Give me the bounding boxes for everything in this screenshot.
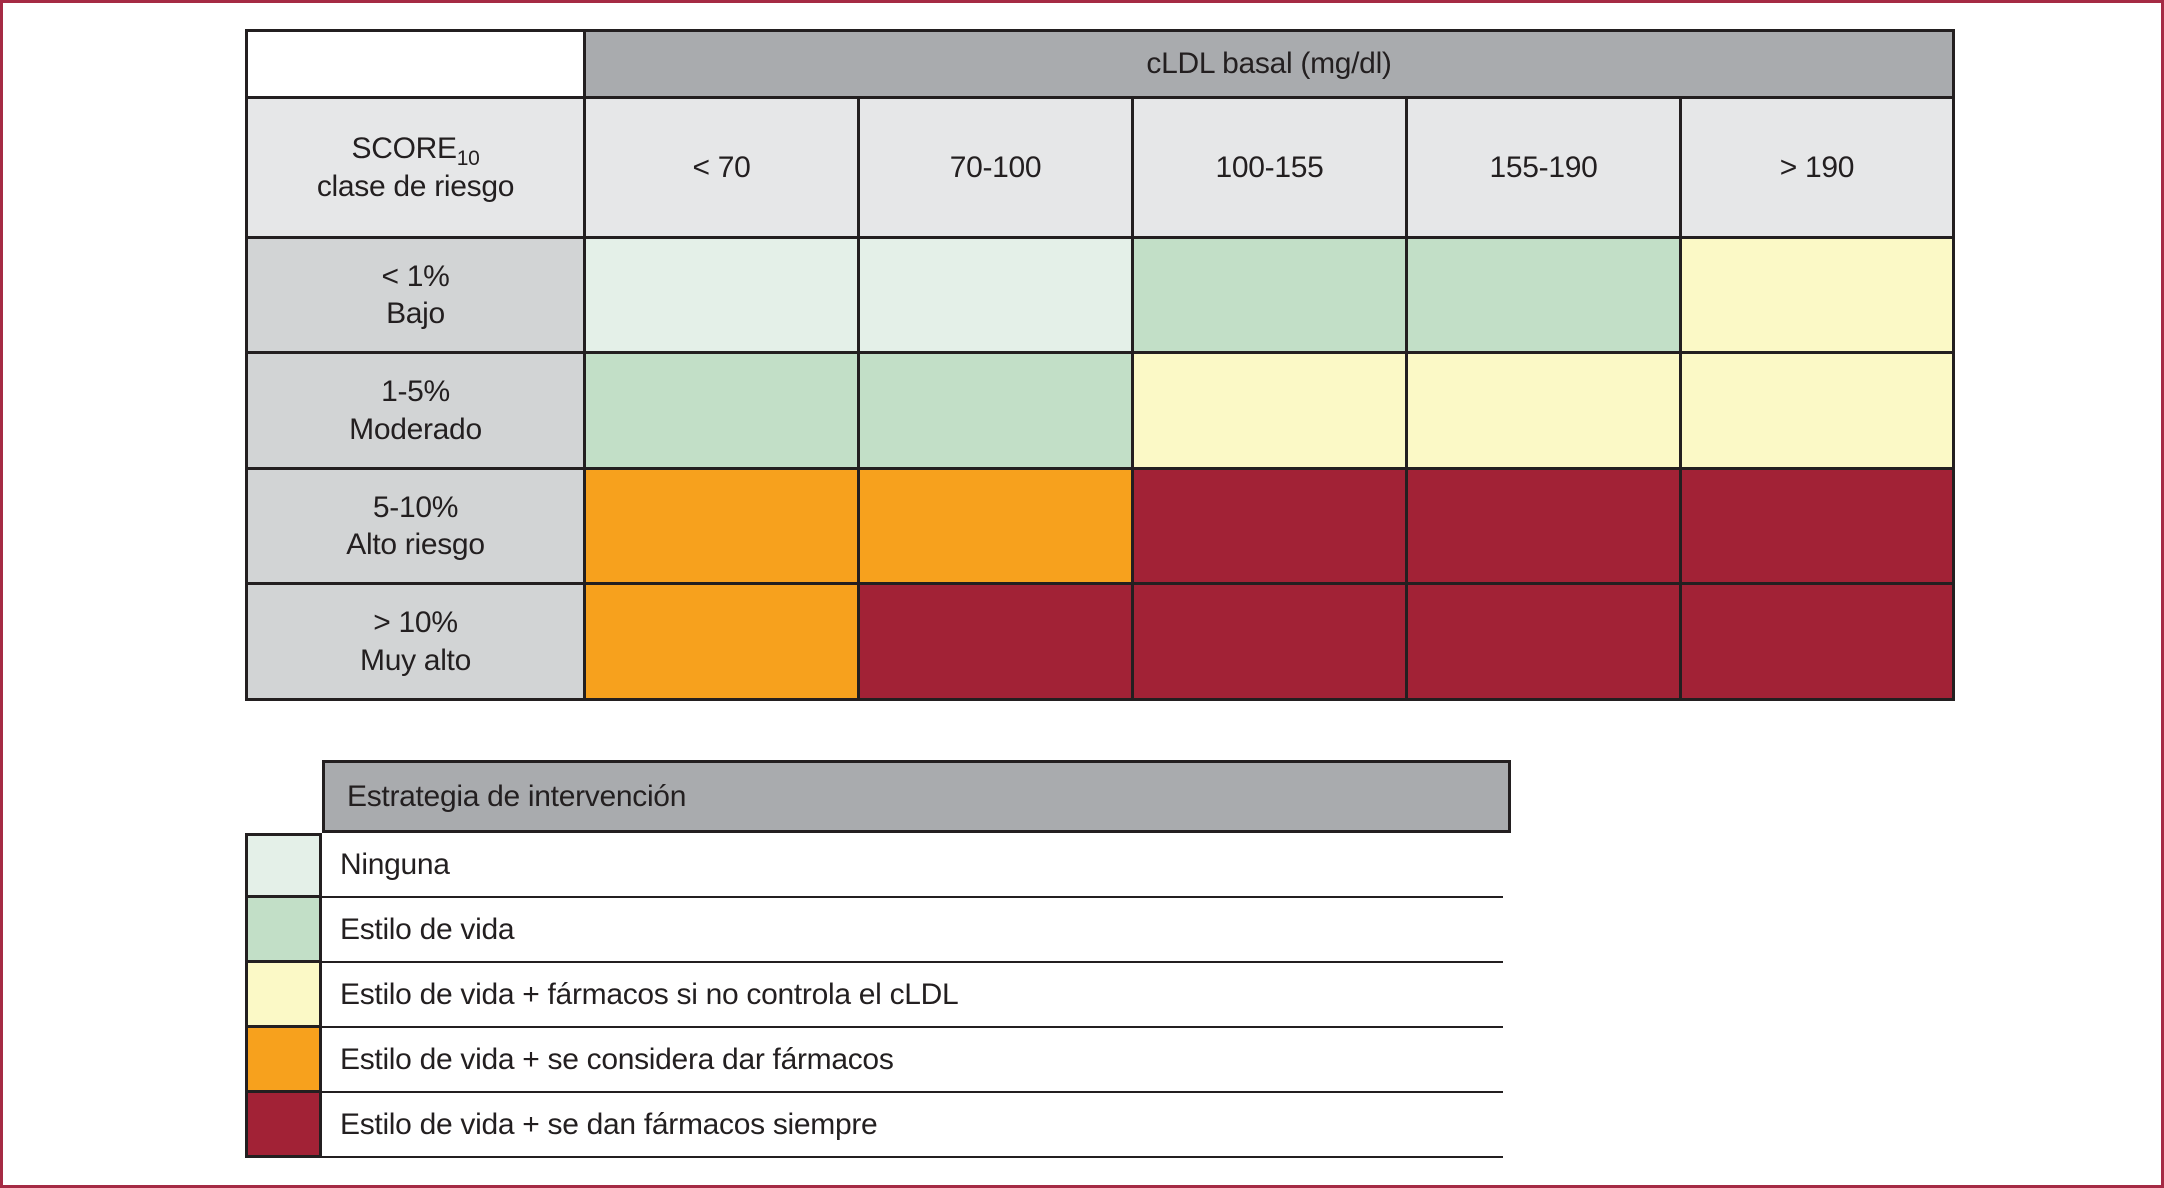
- legend-swatch-estilo-de-vida: [245, 898, 322, 963]
- legend-row: Ninguna: [245, 833, 1511, 898]
- score-label-line2: clase de riesgo: [316, 169, 515, 203]
- matrix-cell: [1131, 467, 1408, 585]
- matrix-cell: [583, 582, 860, 701]
- row-label-muy-alto: > 10% Muy alto: [245, 582, 586, 701]
- matrix-cell: [1679, 582, 1955, 701]
- col-header-70-100: 70-100: [857, 96, 1134, 239]
- risk-percent: 5-10%: [372, 490, 459, 524]
- matrix-cell: [1405, 236, 1682, 354]
- matrix-cell: [1405, 582, 1682, 701]
- matrix-empty-corner: [245, 29, 586, 99]
- matrix-cell: [583, 467, 860, 585]
- matrix-cell: [583, 351, 860, 470]
- row-label-moderado: 1-5% Moderado: [245, 351, 586, 470]
- matrix-cell: [1679, 351, 1955, 470]
- legend-row: Estilo de vida: [245, 898, 1511, 963]
- matrix-cell: [1131, 236, 1408, 354]
- legend-swatch-farmacos-siempre: [245, 1093, 322, 1158]
- legend-label: Ninguna: [322, 833, 1503, 898]
- cldl-basal-header: cLDL basal (mg/dl): [583, 29, 1955, 99]
- legend-swatch-considera-farmacos: [245, 1028, 322, 1093]
- matrix-cell: [1679, 467, 1955, 585]
- col-header-155-190: 155-190: [1405, 96, 1682, 239]
- score-row-header: SCORE10 clase de riesgo: [245, 96, 586, 239]
- risk-percent: > 10%: [373, 606, 458, 639]
- col-header-gt190: > 190: [1679, 96, 1955, 239]
- legend-row: Estilo de vida + se dan fármacos siempre: [245, 1093, 1511, 1158]
- risk-percent: < 1%: [381, 259, 450, 293]
- col-header-lt70: < 70: [583, 96, 860, 239]
- matrix-cell: [857, 236, 1134, 354]
- matrix-cell: [857, 582, 1134, 701]
- legend-label: Estilo de vida + se considera dar fármac…: [322, 1028, 1503, 1093]
- legend-row: Estilo de vida + fármacos si no controla…: [245, 963, 1511, 1028]
- matrix-cell: [857, 351, 1134, 470]
- risk-class: Muy alto: [360, 643, 471, 677]
- matrix-cell: [1679, 236, 1955, 354]
- matrix-cell: [857, 467, 1134, 585]
- matrix-cell: [583, 236, 860, 354]
- legend-row: Estilo de vida + se considera dar fármac…: [245, 1028, 1511, 1093]
- matrix-cell: [1405, 351, 1682, 470]
- risk-percent: 1-5%: [381, 375, 450, 408]
- row-label-alto-riesgo: 5-10% Alto riesgo: [245, 467, 586, 585]
- legend-title-bar: Estrategia de intervención: [322, 760, 1511, 833]
- risk-class: Bajo: [386, 297, 445, 330]
- matrix-cell: [1131, 582, 1408, 701]
- risk-matrix-table: cLDL basal (mg/dl) SCORE10 clase de ries…: [245, 29, 1955, 701]
- risk-class: Alto riesgo: [346, 528, 485, 561]
- legend-label: Estilo de vida + fármacos si no controla…: [322, 963, 1503, 1028]
- legend-label: Estilo de vida + se dan fármacos siempre: [322, 1093, 1503, 1158]
- score-label: SCORE: [351, 132, 457, 165]
- matrix-cell: [1131, 351, 1408, 470]
- legend-title: Estrategia de intervención: [347, 779, 687, 813]
- score-subscript: 10: [456, 147, 480, 170]
- legend-label: Estilo de vida: [322, 898, 1503, 963]
- risk-class: Moderado: [349, 412, 482, 446]
- intervention-legend: Estrategia de intervención Ninguna Estil…: [245, 760, 1511, 1158]
- legend-swatch-ninguna: [245, 833, 322, 898]
- legend-swatch-farmacos-si-no-controla: [245, 963, 322, 1028]
- row-label-bajo: < 1% Bajo: [245, 236, 586, 354]
- col-header-100-155: 100-155: [1131, 96, 1408, 239]
- matrix-cell: [1405, 467, 1682, 585]
